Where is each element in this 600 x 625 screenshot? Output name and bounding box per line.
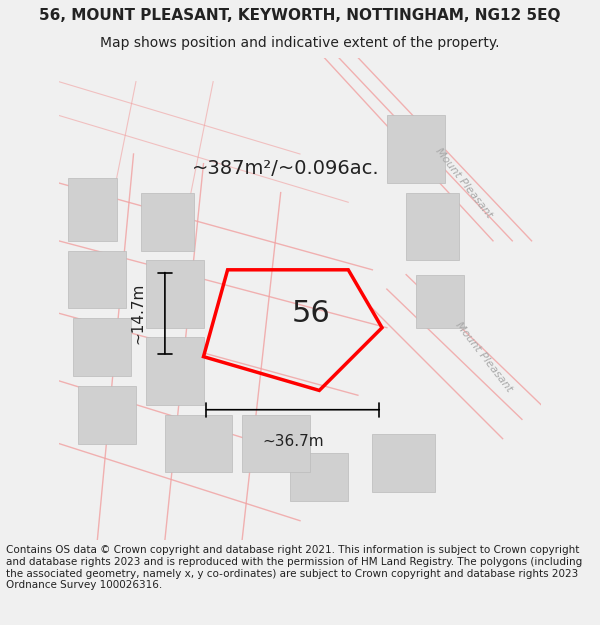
Polygon shape (373, 434, 435, 492)
Text: 56, MOUNT PLEASANT, KEYWORTH, NOTTINGHAM, NG12 5EQ: 56, MOUNT PLEASANT, KEYWORTH, NOTTINGHAM… (39, 8, 561, 23)
Polygon shape (146, 338, 203, 405)
Polygon shape (406, 192, 459, 260)
Text: 56: 56 (291, 299, 330, 328)
Polygon shape (78, 386, 136, 444)
Polygon shape (242, 414, 310, 472)
Polygon shape (416, 274, 464, 328)
Text: ~14.7m: ~14.7m (131, 282, 146, 344)
Polygon shape (165, 414, 232, 472)
Text: Mount Pleasant: Mount Pleasant (453, 320, 514, 394)
Text: Map shows position and indicative extent of the property.: Map shows position and indicative extent… (100, 36, 500, 50)
Polygon shape (290, 453, 348, 501)
Polygon shape (68, 251, 127, 308)
Text: ~387m²/~0.096ac.: ~387m²/~0.096ac. (192, 159, 379, 178)
Polygon shape (73, 318, 131, 376)
Text: Contains OS data © Crown copyright and database right 2021. This information is : Contains OS data © Crown copyright and d… (6, 546, 582, 590)
Polygon shape (141, 192, 194, 251)
Polygon shape (146, 260, 203, 328)
Text: ~36.7m: ~36.7m (262, 434, 323, 449)
Text: Mount Pleasant: Mount Pleasant (434, 146, 494, 220)
Polygon shape (68, 178, 116, 241)
Polygon shape (387, 116, 445, 183)
